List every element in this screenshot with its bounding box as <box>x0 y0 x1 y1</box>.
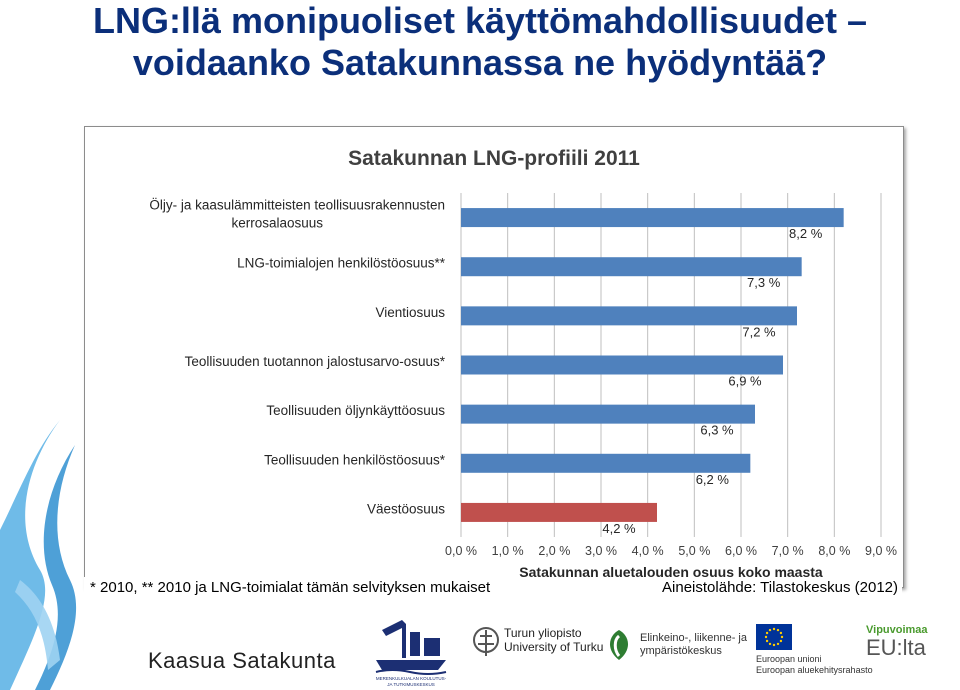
footnote-row: * 2010, ** 2010 ja LNG-toimialat tämän s… <box>84 577 902 599</box>
bar <box>461 355 783 375</box>
source-note: Aineistolähde: Tilastokeskus (2012) <box>662 579 898 596</box>
vipu-logo-line-1: Vipuvoimaa <box>866 624 928 636</box>
utu-name-en: University of Turku <box>504 640 604 654</box>
data-label: 6,2 % <box>696 472 730 487</box>
merenkulkualan-koulutus-logo: MERENKULKUALAN KOULUTUS- JA TUTKIMUSKESK… <box>372 610 450 688</box>
x-tick-label: 0,0 % <box>445 544 477 558</box>
bar <box>461 404 755 424</box>
bar <box>461 257 802 277</box>
category-label: Teollisuuden tuotannon jalostusarvo-osuu… <box>185 354 446 369</box>
x-tick-label: 3,0 % <box>585 544 617 558</box>
chart-panel: Satakunnan LNG-profiili 2011 0,0 % 1,0 % 2,… <box>84 126 904 588</box>
category-label: kerrosalaosuus <box>231 216 323 231</box>
ely-emblem-icon <box>609 630 629 660</box>
data-label: 6,3 % <box>700 423 734 438</box>
university-of-turku-logo: Turun yliopisto University of Turku <box>472 626 603 665</box>
eu-name-line-2: Euroopan aluekehitysrahasto <box>756 665 873 675</box>
kaasua-satakunta-logo: Kaasua Satakunta <box>148 648 336 673</box>
data-label: 7,3 % <box>747 275 781 290</box>
chart-title: Satakunnan LNG-profiili 2011 <box>348 147 640 170</box>
x-axis-title: Satakunnan aluetalouden osuus koko maast… <box>519 564 823 580</box>
bar <box>461 502 657 522</box>
category-label: LNG-toimialojen henkilöstöosuus** <box>237 256 446 271</box>
vipu-logo-line-2: EU:lta <box>866 635 926 660</box>
x-tick-label: 7,0 % <box>772 544 804 558</box>
decorative-swoosh <box>0 420 77 690</box>
x-tick-label: 9,0 % <box>865 544 897 558</box>
x-tick-label: 1,0 % <box>492 544 524 558</box>
vipuvoimaa-eulta-logo: Vipuvoimaa EU:lta <box>866 624 928 660</box>
x-tick-label: 8,0 % <box>818 544 850 558</box>
footnote: * 2010, ** 2010 ja LNG-toimialat tämän s… <box>90 579 491 596</box>
bar <box>461 453 751 473</box>
data-label: 4,2 % <box>602 521 636 536</box>
slide-title-line-1: LNG:llä monipuoliset käyttömahdollisuude… <box>92 0 868 41</box>
x-tick-label: 6,0 % <box>725 544 757 558</box>
category-label: Teollisuuden henkilöstöosuus* <box>264 452 446 467</box>
slide-title: LNG:llä monipuoliset käyttömahdollisuude… <box>0 0 960 84</box>
ely-name-line-2: ympäristökeskus <box>640 645 722 657</box>
bar <box>461 208 844 228</box>
utu-emblem-icon <box>473 627 499 656</box>
bar <box>461 306 797 326</box>
bar-chart: Satakunnan LNG-profiili 2011 0,0 % 1,0 % 2,… <box>149 147 897 580</box>
ely-name-line-1: Elinkeino-, liikenne- ja <box>640 632 747 644</box>
category-label: Öljy- ja kaasulämmitteisten teollisuusra… <box>149 198 445 213</box>
data-label: 8,2 % <box>789 226 823 241</box>
category-label: Väestöosuus <box>367 501 445 516</box>
data-label: 7,2 % <box>742 324 776 339</box>
eu-name-line-1: Euroopan unioni <box>756 654 822 664</box>
data-label: 6,9 % <box>728 374 762 389</box>
mkt-logo-line-2: JA TUTKIMUSKESKUS <box>387 682 434 687</box>
eu-flag-icon <box>756 624 792 650</box>
ely-centre-logo: Elinkeino-, liikenne- ja ympäristökeskus <box>602 628 747 667</box>
x-tick-label: 2,0 % <box>538 544 570 558</box>
x-tick-label: 5,0 % <box>678 544 710 558</box>
mkt-logo-line-1: MERENKULKUALAN KOULUTUS- <box>376 676 447 681</box>
logo-bar: Kaasua Satakunta MERENKULKUALAN KOULUTUS… <box>0 608 960 690</box>
slide-title-line-2: voidaanko Satakunnassa ne hyödyntää? <box>132 42 828 83</box>
category-label: Vientiosuus <box>375 305 445 320</box>
x-tick-label: 4,0 % <box>632 544 664 558</box>
category-label: Teollisuuden öljynkäyttöosuus <box>266 403 445 418</box>
utu-name-fi: Turun yliopisto <box>504 626 582 640</box>
eu-regional-fund-logo: Euroopan unioni Euroopan aluekehitysraha… <box>756 624 873 675</box>
